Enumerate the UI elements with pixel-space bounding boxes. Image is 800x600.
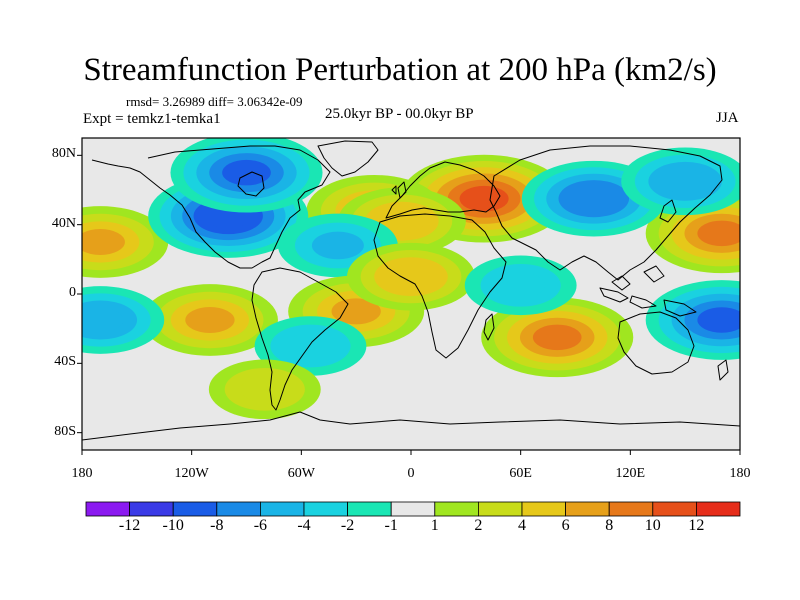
south-america-coastline [251, 267, 349, 411]
colorbar-label: 8 [605, 517, 614, 534]
colorbar-swatch [565, 501, 610, 517]
field-feature [170, 138, 323, 213]
y-tick-label: 0 [69, 285, 76, 300]
field-feature [141, 284, 278, 356]
field-feature [621, 147, 740, 216]
x-tick-label: 180 [729, 466, 751, 481]
contour-band [311, 231, 364, 260]
field-feature [481, 297, 634, 378]
contour-band [532, 324, 582, 351]
colorbar-swatch [652, 501, 697, 517]
rmsd-stats: rmsd= 3.26989 diff= 3.06342e-09 [126, 94, 303, 109]
colorbar-swatch [696, 501, 741, 517]
colorbar-swatch [259, 501, 305, 517]
europe-coastline [385, 161, 501, 219]
colorbar-label: -12 [118, 517, 141, 534]
colorbar-swatch [477, 501, 523, 517]
colorbar-label: 2 [474, 517, 483, 534]
contour-band [661, 169, 709, 194]
madagascar-coastline [483, 313, 495, 341]
axis-ticks [77, 154, 741, 455]
contour-band [496, 272, 545, 299]
contour-band [387, 264, 435, 289]
colorbar-label: -4 [297, 517, 311, 534]
field-feature [82, 286, 165, 354]
x-tick-label: 0 [407, 466, 415, 481]
colorbar-label: 10 [644, 517, 661, 534]
colorbar [85, 501, 741, 517]
contour-band [697, 307, 740, 333]
colorbar-swatch [129, 501, 174, 517]
colorbar-swatch [521, 501, 566, 517]
antarctica-coastline [82, 411, 740, 441]
colorbar-label: -10 [162, 517, 184, 534]
x-tick-label: 180 [71, 466, 93, 481]
period-label: 25.0kyr BP - 00.0kyr BP [325, 106, 474, 122]
y-tick-label: 80N [51, 146, 76, 162]
colorbar-label: 4 [518, 517, 526, 534]
colorbar-label: -8 [210, 517, 224, 534]
colorbar-label: -2 [340, 517, 355, 534]
field-feature [208, 359, 321, 420]
field-feature [347, 242, 475, 311]
contour-band [286, 333, 335, 359]
greenland-coastline [317, 140, 379, 177]
japan-coastline [659, 199, 677, 223]
indonesia-coastline [599, 265, 665, 309]
colorbar-label: -6 [253, 517, 268, 534]
contour-band [459, 185, 509, 212]
season-label: JJA [716, 110, 739, 126]
colorbar-label: -1 [384, 517, 398, 534]
y-tick-label: 40S [54, 354, 76, 370]
y-tick-label: 80S [54, 423, 76, 439]
north-america-coastline [91, 145, 331, 269]
hudson-bay-coastline [237, 171, 265, 197]
field-feature [254, 316, 367, 376]
colorbar-swatch [347, 501, 392, 517]
british-isles-coastline [391, 181, 407, 199]
x-tick-label: 120E [615, 466, 646, 481]
colorbar-label: 1 [430, 517, 439, 534]
field-layer [82, 138, 740, 420]
contour-band [240, 376, 290, 403]
colorbar-swatch [434, 501, 479, 517]
colorbar-swatch [172, 501, 218, 517]
y-tick-label: 40N [51, 215, 76, 231]
chart-title: Streamfunction Perturbation at 200 hPa (… [83, 52, 717, 88]
contour-band [570, 186, 617, 211]
colorbar-swatch [85, 501, 130, 517]
new-zealand-coastline [717, 359, 729, 381]
contour-band [222, 159, 271, 186]
colorbar-label: 6 [561, 517, 570, 534]
field-feature [464, 255, 577, 316]
colorbar-swatch [216, 501, 261, 517]
contour-band [82, 229, 125, 255]
new-guinea-coastline [663, 299, 697, 317]
x-tick-label: 60E [509, 466, 532, 481]
field-feature [645, 280, 740, 360]
asia-coastline [489, 145, 723, 281]
coastline-layer [82, 140, 740, 441]
x-tick-label: 120W [174, 466, 209, 481]
experiment-label: Expt = temkz1-temka1 [83, 111, 221, 127]
contour-band [185, 307, 235, 333]
colorbar-swatch [608, 501, 654, 517]
contour-band [331, 298, 381, 325]
africa-coastline [373, 213, 507, 359]
x-tick-label: 60W [287, 466, 315, 481]
contour-band [697, 220, 740, 247]
australia-coastline [617, 311, 695, 375]
colorbar-label: 12 [688, 517, 705, 534]
colorbar-swatch [303, 501, 348, 517]
field-feature [82, 206, 169, 278]
contour-band [82, 307, 124, 333]
colorbar-swatch [390, 501, 436, 517]
